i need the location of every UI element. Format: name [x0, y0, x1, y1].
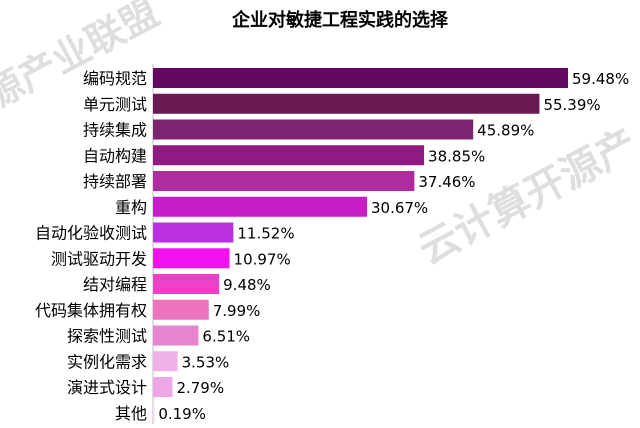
category-label: 持续集成	[83, 121, 147, 140]
bar	[153, 68, 568, 88]
category-label: 其他	[115, 404, 147, 423]
value-label: 37.46%	[418, 173, 475, 191]
bar	[153, 222, 234, 243]
bar	[153, 351, 178, 372]
bar	[153, 402, 155, 423]
bar	[153, 93, 540, 114]
bar	[153, 377, 173, 397]
value-label: 3.53%	[182, 353, 230, 371]
bar	[153, 196, 367, 217]
chart-title: 企业对敏捷工程实践的选择	[231, 9, 449, 31]
category-label: 结对编程	[83, 275, 147, 294]
category-label: 演进式设计	[67, 378, 147, 397]
value-label: 7.99%	[213, 302, 261, 320]
value-label: 6.51%	[202, 328, 250, 346]
category-label: 单元测试	[83, 95, 147, 114]
bar	[153, 274, 220, 294]
value-label: 45.89%	[477, 122, 534, 140]
bar	[153, 145, 425, 166]
bars-group: 编码规范 59.48% 单元测试 55.39% 持续集成 45.89% 自动构建 38.85%…	[35, 68, 629, 423]
bar	[153, 325, 199, 346]
bar	[153, 248, 230, 269]
category-label: 重构	[115, 198, 147, 217]
category-label: 实例化需求	[67, 352, 147, 371]
category-label: 编码规范	[83, 69, 147, 88]
value-label: 10.97%	[234, 250, 291, 268]
watermark-right: 云计算开源产	[411, 121, 640, 274]
value-label: 0.19%	[158, 405, 206, 423]
value-label: 55.39%	[543, 96, 600, 114]
category-label: 测试驱动开发	[51, 249, 147, 268]
category-label: 自动化验收测试	[35, 224, 147, 243]
category-label: 自动构建	[83, 146, 147, 165]
bar	[153, 171, 415, 191]
bar	[153, 299, 209, 320]
value-label: 30.67%	[371, 199, 428, 217]
bar	[153, 119, 474, 140]
value-label: 9.48%	[223, 276, 271, 294]
value-label: 11.52%	[237, 225, 294, 243]
category-label: 代码集体拥有权	[35, 301, 147, 320]
value-label: 2.79%	[176, 379, 224, 397]
value-label: 38.85%	[428, 147, 485, 165]
value-label: 59.48%	[572, 70, 629, 88]
category-label: 探索性测试	[67, 327, 147, 346]
category-label: 持续部署	[83, 172, 147, 191]
